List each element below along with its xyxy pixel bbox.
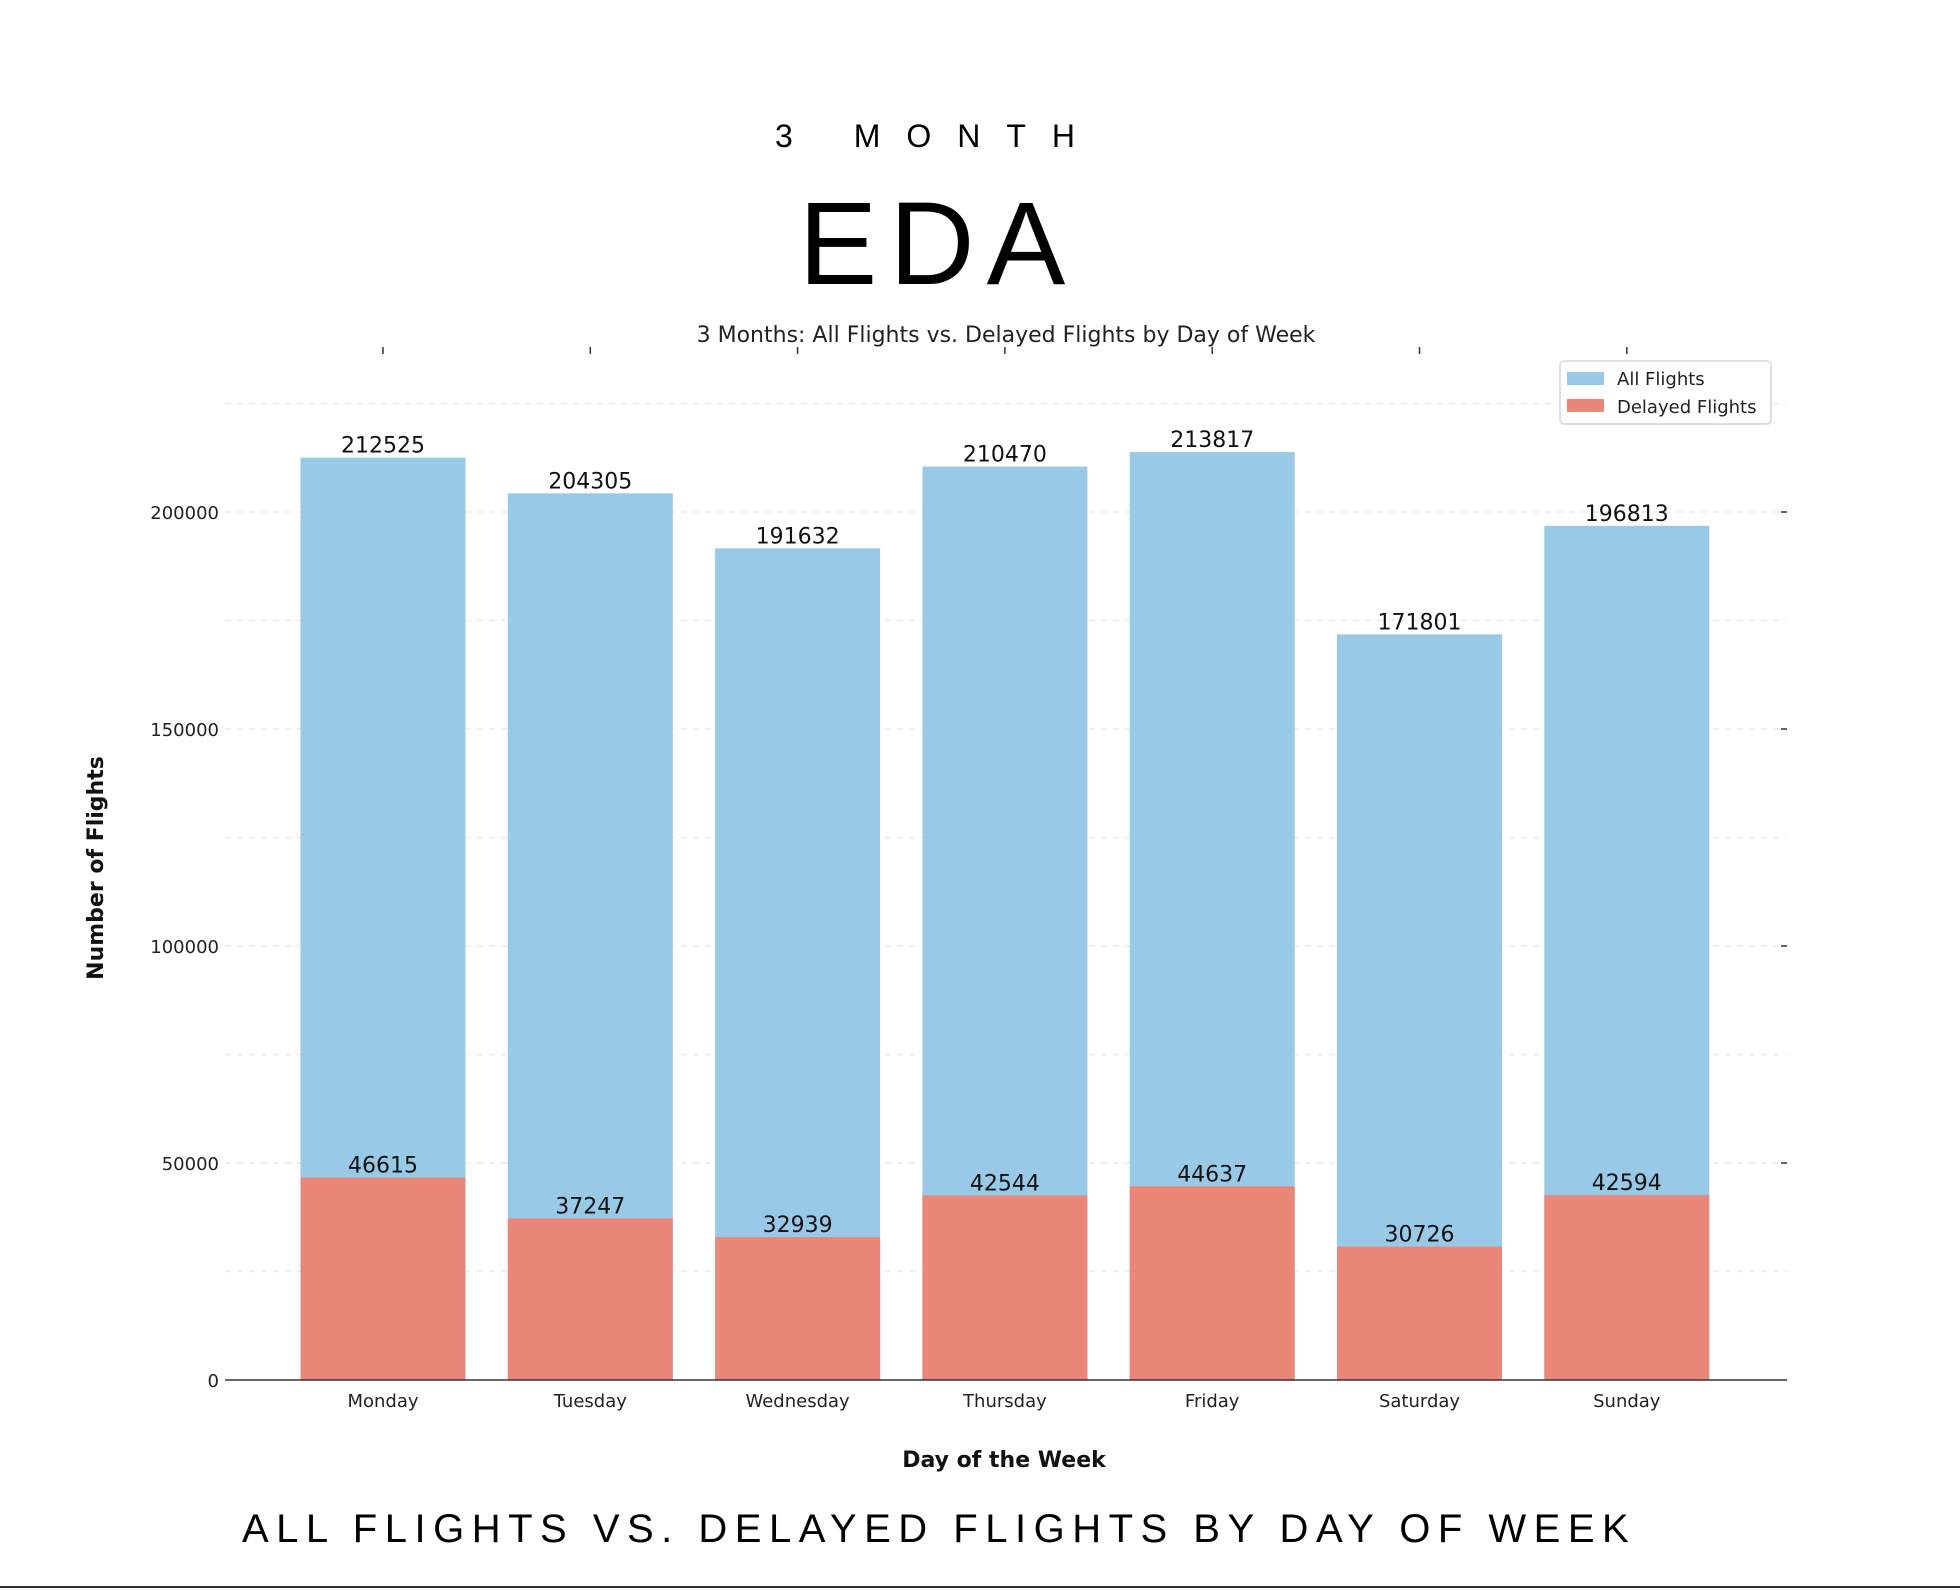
- value-label-all-flights: 196813: [1585, 502, 1669, 527]
- value-label-all-flights: 210470: [963, 443, 1047, 468]
- value-label-delayed-flights: 42594: [1592, 1171, 1662, 1196]
- x-tick-label-tuesday: Tuesday: [553, 1391, 628, 1412]
- legend-swatch-delayed-flights: [1567, 399, 1604, 412]
- x-tick-label-saturday: Saturday: [1379, 1391, 1460, 1412]
- bar-delayed-flights-sunday: [1544, 1195, 1710, 1380]
- value-label-all-flights: 191632: [756, 524, 840, 549]
- x-tick-label-friday: Friday: [1185, 1391, 1240, 1412]
- bottom-rule: [0, 1586, 1960, 1588]
- value-label-all-flights: 212525: [341, 434, 425, 459]
- y-tick-label: 100000: [150, 937, 219, 958]
- value-label-delayed-flights: 42544: [970, 1171, 1040, 1196]
- bar-delayed-flights-monday: [300, 1177, 466, 1380]
- legend-label-delayed-flights: Delayed Flights: [1617, 397, 1756, 418]
- y-tick-label: 50000: [162, 1154, 219, 1175]
- value-labels: 212525 46615 204305 37247 191632 32939 210470 4…: [341, 428, 1669, 1248]
- chart-title: 3 Months: All Flights vs. Delayed Flight…: [697, 323, 1316, 348]
- value-label-delayed-flights: 32939: [763, 1213, 833, 1238]
- right-ticks: [1781, 511, 1787, 1164]
- value-label-delayed-flights: 46615: [348, 1154, 418, 1179]
- x-tick-label-thursday: Thursday: [962, 1391, 1047, 1412]
- value-label-delayed-flights: 30726: [1385, 1223, 1455, 1248]
- x-tick-label-wednesday: Wednesday: [745, 1391, 850, 1412]
- value-label-all-flights: 171801: [1378, 610, 1462, 635]
- bar-delayed-flights-thursday: [922, 1195, 1088, 1380]
- bars: [300, 452, 1710, 1381]
- bar-delayed-flights-tuesday: [507, 1218, 673, 1380]
- footer-caption: ALL FLIGHTS VS. DELAYED FLIGHTS BY DAY O…: [242, 1507, 1637, 1551]
- legend-label-all-flights: All Flights: [1617, 369, 1705, 390]
- top-ticks: [382, 347, 1628, 354]
- bar-delayed-flights-friday: [1129, 1186, 1295, 1380]
- legend: All Flights Delayed Flights: [1559, 360, 1772, 425]
- page-kicker: 3 MONTH: [775, 118, 1101, 154]
- y-axis-label: Number of Flights: [84, 756, 109, 980]
- x-tick-labels: Monday Tuesday Wednesday Thursday Friday Satu…: [347, 1391, 1660, 1412]
- x-axis-label: Day of the Week: [902, 1448, 1107, 1473]
- legend-swatch-all-flights: [1567, 372, 1604, 385]
- value-label-all-flights: 204305: [548, 469, 632, 494]
- x-tick-label-monday: Monday: [347, 1391, 418, 1412]
- y-tick-label: 0: [208, 1371, 219, 1392]
- value-label-all-flights: 213817: [1170, 428, 1254, 453]
- value-label-delayed-flights: 37247: [555, 1194, 625, 1219]
- bar-delayed-flights-wednesday: [715, 1237, 881, 1380]
- x-tick-label-sunday: Sunday: [1593, 1391, 1661, 1412]
- value-label-delayed-flights: 44637: [1177, 1162, 1247, 1187]
- bar-delayed-flights-saturday: [1337, 1246, 1502, 1380]
- y-tick-label: 150000: [150, 720, 219, 741]
- y-tick-label: 200000: [150, 503, 219, 524]
- legend-frame: [1559, 360, 1772, 425]
- page-headline: EDA: [798, 178, 1078, 310]
- y-tick-labels: 0 50000 100000 150000 200000: [150, 503, 219, 1392]
